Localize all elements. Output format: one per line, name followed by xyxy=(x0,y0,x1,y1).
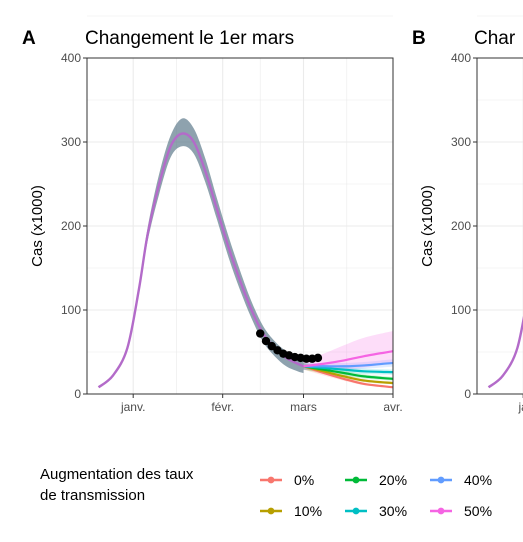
x-tick-label: févr. xyxy=(211,400,234,414)
legend-key-point xyxy=(352,476,360,484)
y-tick-label: 300 xyxy=(61,135,81,149)
legend-item-3: 30% xyxy=(345,503,407,519)
legend-label: 0% xyxy=(294,472,314,488)
panel-a-x-ticks: janv. févr. mars avr. xyxy=(120,394,403,414)
legend-item-2: 20% xyxy=(345,472,407,488)
series-line-2 xyxy=(303,365,394,380)
series-line-3 xyxy=(303,365,394,374)
panel-b-grid xyxy=(476,15,523,395)
observed-point xyxy=(267,341,276,351)
legend-item-5: 50% xyxy=(430,503,492,519)
legend-label: 30% xyxy=(379,503,407,519)
legend-key-point xyxy=(267,476,275,484)
x-tick-label: avr. xyxy=(383,400,402,414)
legend-title-line-2: de transmission xyxy=(40,487,145,504)
x-tick-label: ja xyxy=(518,400,523,414)
panel-a-bands xyxy=(98,118,393,389)
legend-label: 20% xyxy=(379,472,407,488)
series-line-5 xyxy=(303,350,394,368)
legend-item-1: 10% xyxy=(260,503,322,519)
legend: Augmentation des taux de transmission 0%… xyxy=(40,466,492,519)
y-tick-label: 400 xyxy=(451,51,471,65)
series-line-1 xyxy=(303,365,394,385)
legend-key-point xyxy=(437,507,445,515)
panel-b: B Char 0 100 200 300 400 ja Cas (x1000) xyxy=(412,15,523,414)
y-tick-label: 200 xyxy=(451,219,471,233)
observed-point xyxy=(256,329,265,338)
x-tick-label: janv. xyxy=(120,400,145,414)
series-line-0 xyxy=(303,365,394,389)
legend-key-point xyxy=(437,476,445,484)
legend-item-4: 40% xyxy=(430,472,492,488)
y-tick-label: 100 xyxy=(61,303,81,317)
panel-b-tag: B xyxy=(412,28,426,49)
panel-b-y-axis-title: Cas (x1000) xyxy=(419,185,436,267)
panel-b-lines xyxy=(487,315,523,389)
panel-a: A Changement le 1er mars 0 100 200 300 400 j… xyxy=(22,15,403,414)
legend-label: 10% xyxy=(294,503,322,519)
panel-a-y-ticks: 0 100 200 300 400 xyxy=(61,51,87,401)
panel-a-observed-points xyxy=(256,329,323,363)
series-line-4 xyxy=(303,361,394,368)
y-tick-label: 300 xyxy=(451,135,471,149)
panel-a-grid xyxy=(86,15,394,395)
observed-point xyxy=(313,353,323,363)
y-tick-label: 100 xyxy=(451,303,471,317)
scenario-band-5 xyxy=(303,331,393,370)
panel-b-title: Char xyxy=(474,28,516,49)
y-tick-label: 0 xyxy=(74,387,81,401)
y-tick-label: 0 xyxy=(464,387,471,401)
panel-a-y-axis-title: Cas (x1000) xyxy=(29,185,46,267)
legend-key-point xyxy=(352,507,360,515)
baseline-band xyxy=(98,118,304,388)
panel-a-tag: A xyxy=(22,28,36,49)
legend-key-point xyxy=(267,507,275,515)
y-tick-label: 400 xyxy=(61,51,81,65)
panel-b-y-ticks: 0 100 200 300 400 xyxy=(451,51,477,401)
legend-items: 0% 10% 20% 30% 40% 50% xyxy=(260,472,492,519)
observed-point xyxy=(302,354,311,363)
panel-b-x-ticks: ja xyxy=(518,394,523,414)
legend-label: 40% xyxy=(464,472,492,488)
legend-label: 50% xyxy=(464,503,492,519)
y-tick-label: 200 xyxy=(61,219,81,233)
observed-point xyxy=(261,336,271,346)
legend-title-line-1: Augmentation des taux xyxy=(40,466,194,483)
panel-a-title: Changement le 1er mars xyxy=(85,28,294,49)
legend-item-0: 0% xyxy=(260,472,314,488)
x-tick-label: mars xyxy=(290,400,317,414)
baseline-line xyxy=(487,315,523,389)
